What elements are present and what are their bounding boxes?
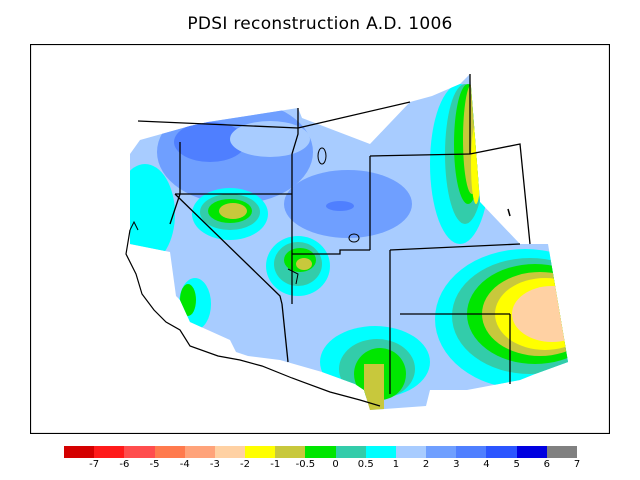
boundary-utah-north <box>292 249 370 255</box>
pdsi-colorbar <box>64 446 577 458</box>
boundary-idaho-east <box>291 108 299 254</box>
colorbar-tick-label: -7 <box>89 459 100 470</box>
colorbar-swatch <box>516 446 547 458</box>
colorbar-swatch <box>365 446 396 458</box>
lake-icon <box>287 268 299 285</box>
boundary-colorado-north <box>389 243 521 251</box>
colorbar-swatch <box>154 446 185 458</box>
colorbar-tick-label: 7 <box>573 459 581 470</box>
state-boundaries <box>137 74 531 394</box>
colorbar-tick-label: 5 <box>513 459 520 470</box>
moderate-area-idaho <box>230 121 310 157</box>
colorbar-tick-label: 0.5 <box>357 459 374 470</box>
colorbar-tick-label: -0.5 <box>295 459 316 470</box>
map-panel <box>30 44 610 434</box>
colorbar-swatch <box>64 446 95 458</box>
dry-core-socal <box>180 284 196 316</box>
colorbar-tick-label: -1 <box>270 459 281 470</box>
colorbar-tick-label: 4 <box>483 459 490 470</box>
colorbar-swatch <box>546 446 577 458</box>
colorbar-swatch <box>94 446 125 458</box>
driest-core-plains <box>512 286 568 342</box>
colorbar-tick-label: 6 <box>543 459 550 470</box>
wetter-spot-wyoming <box>326 201 354 211</box>
dry-area-california <box>130 164 175 264</box>
colorbar-swatch <box>124 446 155 458</box>
colorbar-swatch <box>305 446 336 458</box>
wetter-area-oregon <box>174 122 246 162</box>
lake-icon <box>348 233 360 243</box>
colorbar-swatch <box>486 446 517 458</box>
colorbar-swatch <box>426 446 457 458</box>
colorbar-tick-label: -3 <box>209 459 220 470</box>
colorbar-swatch <box>184 446 215 458</box>
colorbar-tick-label: 0 <box>332 459 339 470</box>
boundary-arizona-west <box>281 303 289 363</box>
lake-icon <box>507 208 511 217</box>
colorbar-tick-label: -2 <box>240 459 251 470</box>
colorbar-swatch <box>275 446 306 458</box>
coastline-detail <box>129 220 139 231</box>
colorbar-swatch <box>395 446 427 458</box>
map-title: PDSI reconstruction A.D. 1006 <box>187 14 453 34</box>
colorbar-tick-label: 2 <box>422 459 430 470</box>
dry-core-utah <box>296 258 312 270</box>
boundary-california-nevada <box>174 193 283 305</box>
pdsi-colorbar-labels: -7 -6 -5 -4 -3 -2 -1 -0.5 0 0.5 1 2 3 4 5 6 7 <box>64 459 581 473</box>
colorbar-swatch <box>245 446 276 458</box>
colorbar-swatch <box>456 446 487 458</box>
lake-icon <box>317 147 327 165</box>
colorbar-tick-label: -6 <box>119 459 130 470</box>
boundary-wyoming-north <box>369 153 471 157</box>
dry-core-nevada <box>219 203 247 219</box>
coastline <box>125 229 381 407</box>
pdsi-map <box>30 44 610 434</box>
colorbar-tick-label: 3 <box>453 459 460 470</box>
colorbar-swatch <box>335 446 366 458</box>
boundary-dakota-east <box>469 143 531 245</box>
colorbar-tick-label: -4 <box>179 459 190 470</box>
colorbar-tick-label: -5 <box>149 459 160 470</box>
colorbar-tick-label: 1 <box>392 459 400 470</box>
colorbar-swatch <box>214 446 246 458</box>
dry-core-southwest <box>364 364 384 410</box>
